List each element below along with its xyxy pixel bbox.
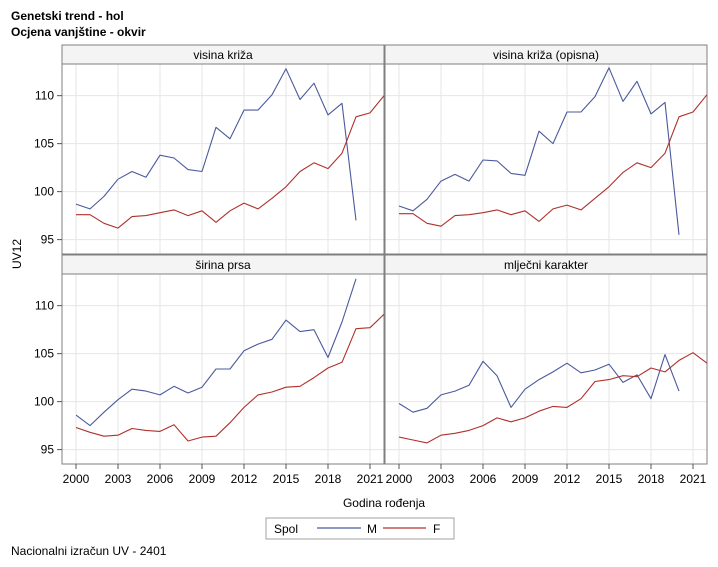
legend-label-m: M bbox=[367, 522, 377, 536]
y-tick-label: 110 bbox=[35, 299, 54, 313]
panel-frame bbox=[384, 273, 708, 465]
y-tick-label: 100 bbox=[34, 395, 54, 409]
series-line-m bbox=[75, 278, 357, 427]
y-tick-label: 105 bbox=[34, 137, 54, 151]
x-tick-label: 2009 bbox=[189, 472, 216, 486]
chart-subtitle: Ocjena vanjštine - okvir bbox=[11, 25, 146, 39]
panel-title: visina križa bbox=[193, 48, 253, 62]
legend-title: Spol bbox=[274, 522, 298, 536]
series-line-m bbox=[75, 68, 357, 221]
x-tick-label: 2009 bbox=[512, 472, 539, 486]
panel-title: visina križa (opisna) bbox=[493, 48, 599, 62]
x-tick-label: 2021 bbox=[357, 472, 384, 486]
y-tick-label: 95 bbox=[41, 443, 55, 457]
panel-mljecni-karakter: mlječni karakter bbox=[384, 254, 708, 465]
panel-frame bbox=[384, 63, 708, 255]
x-tick-label: 2018 bbox=[638, 472, 665, 486]
x-tick-label: 2003 bbox=[428, 472, 455, 486]
y-tick-label: 95 bbox=[41, 233, 55, 247]
series-line-f bbox=[398, 352, 708, 444]
x-tick-label: 2021 bbox=[680, 472, 707, 486]
x-tick-label: 2006 bbox=[470, 472, 497, 486]
legend: Spol M F bbox=[265, 517, 455, 540]
y-axis-label: UV12 bbox=[10, 239, 24, 269]
x-tick-label: 2018 bbox=[315, 472, 342, 486]
panel-title: mlječni karakter bbox=[504, 258, 588, 272]
y-tick-label: 105 bbox=[34, 347, 54, 361]
x-tick-label: 2003 bbox=[105, 472, 132, 486]
series-line-f bbox=[75, 313, 385, 442]
y-tick-label: 110 bbox=[35, 89, 54, 103]
series-line-f bbox=[399, 94, 708, 227]
panel-sirina-prsa: širina prsa bbox=[61, 254, 385, 465]
x-tick-label: 2015 bbox=[273, 472, 300, 486]
x-tick-label: 2012 bbox=[231, 472, 258, 486]
series-line-m bbox=[398, 67, 680, 235]
series-line-m bbox=[398, 354, 680, 413]
panel-frame bbox=[61, 63, 385, 255]
x-tick-label: 2006 bbox=[147, 472, 174, 486]
x-tick-label: 2015 bbox=[596, 472, 623, 486]
legend-label-f: F bbox=[433, 522, 440, 536]
x-axis-label: Godina rođenja bbox=[343, 496, 425, 510]
panel-title: širina prsa bbox=[195, 258, 251, 272]
x-tick-label: 2000 bbox=[63, 472, 90, 486]
x-tick-label: 2000 bbox=[386, 472, 413, 486]
panel-visina-kriza: visina križa bbox=[61, 44, 385, 255]
x-tick-label: 2012 bbox=[554, 472, 581, 486]
footnote: Nacionalni izračun UV - 2401 bbox=[11, 544, 167, 558]
series-line-f bbox=[76, 95, 385, 229]
y-tick-label: 100 bbox=[34, 185, 54, 199]
panel-visina-kriza-opisna: visina križa (opisna) bbox=[384, 44, 708, 255]
panel-frame bbox=[61, 273, 385, 465]
chart-title: Genetski trend - hol bbox=[11, 9, 124, 23]
